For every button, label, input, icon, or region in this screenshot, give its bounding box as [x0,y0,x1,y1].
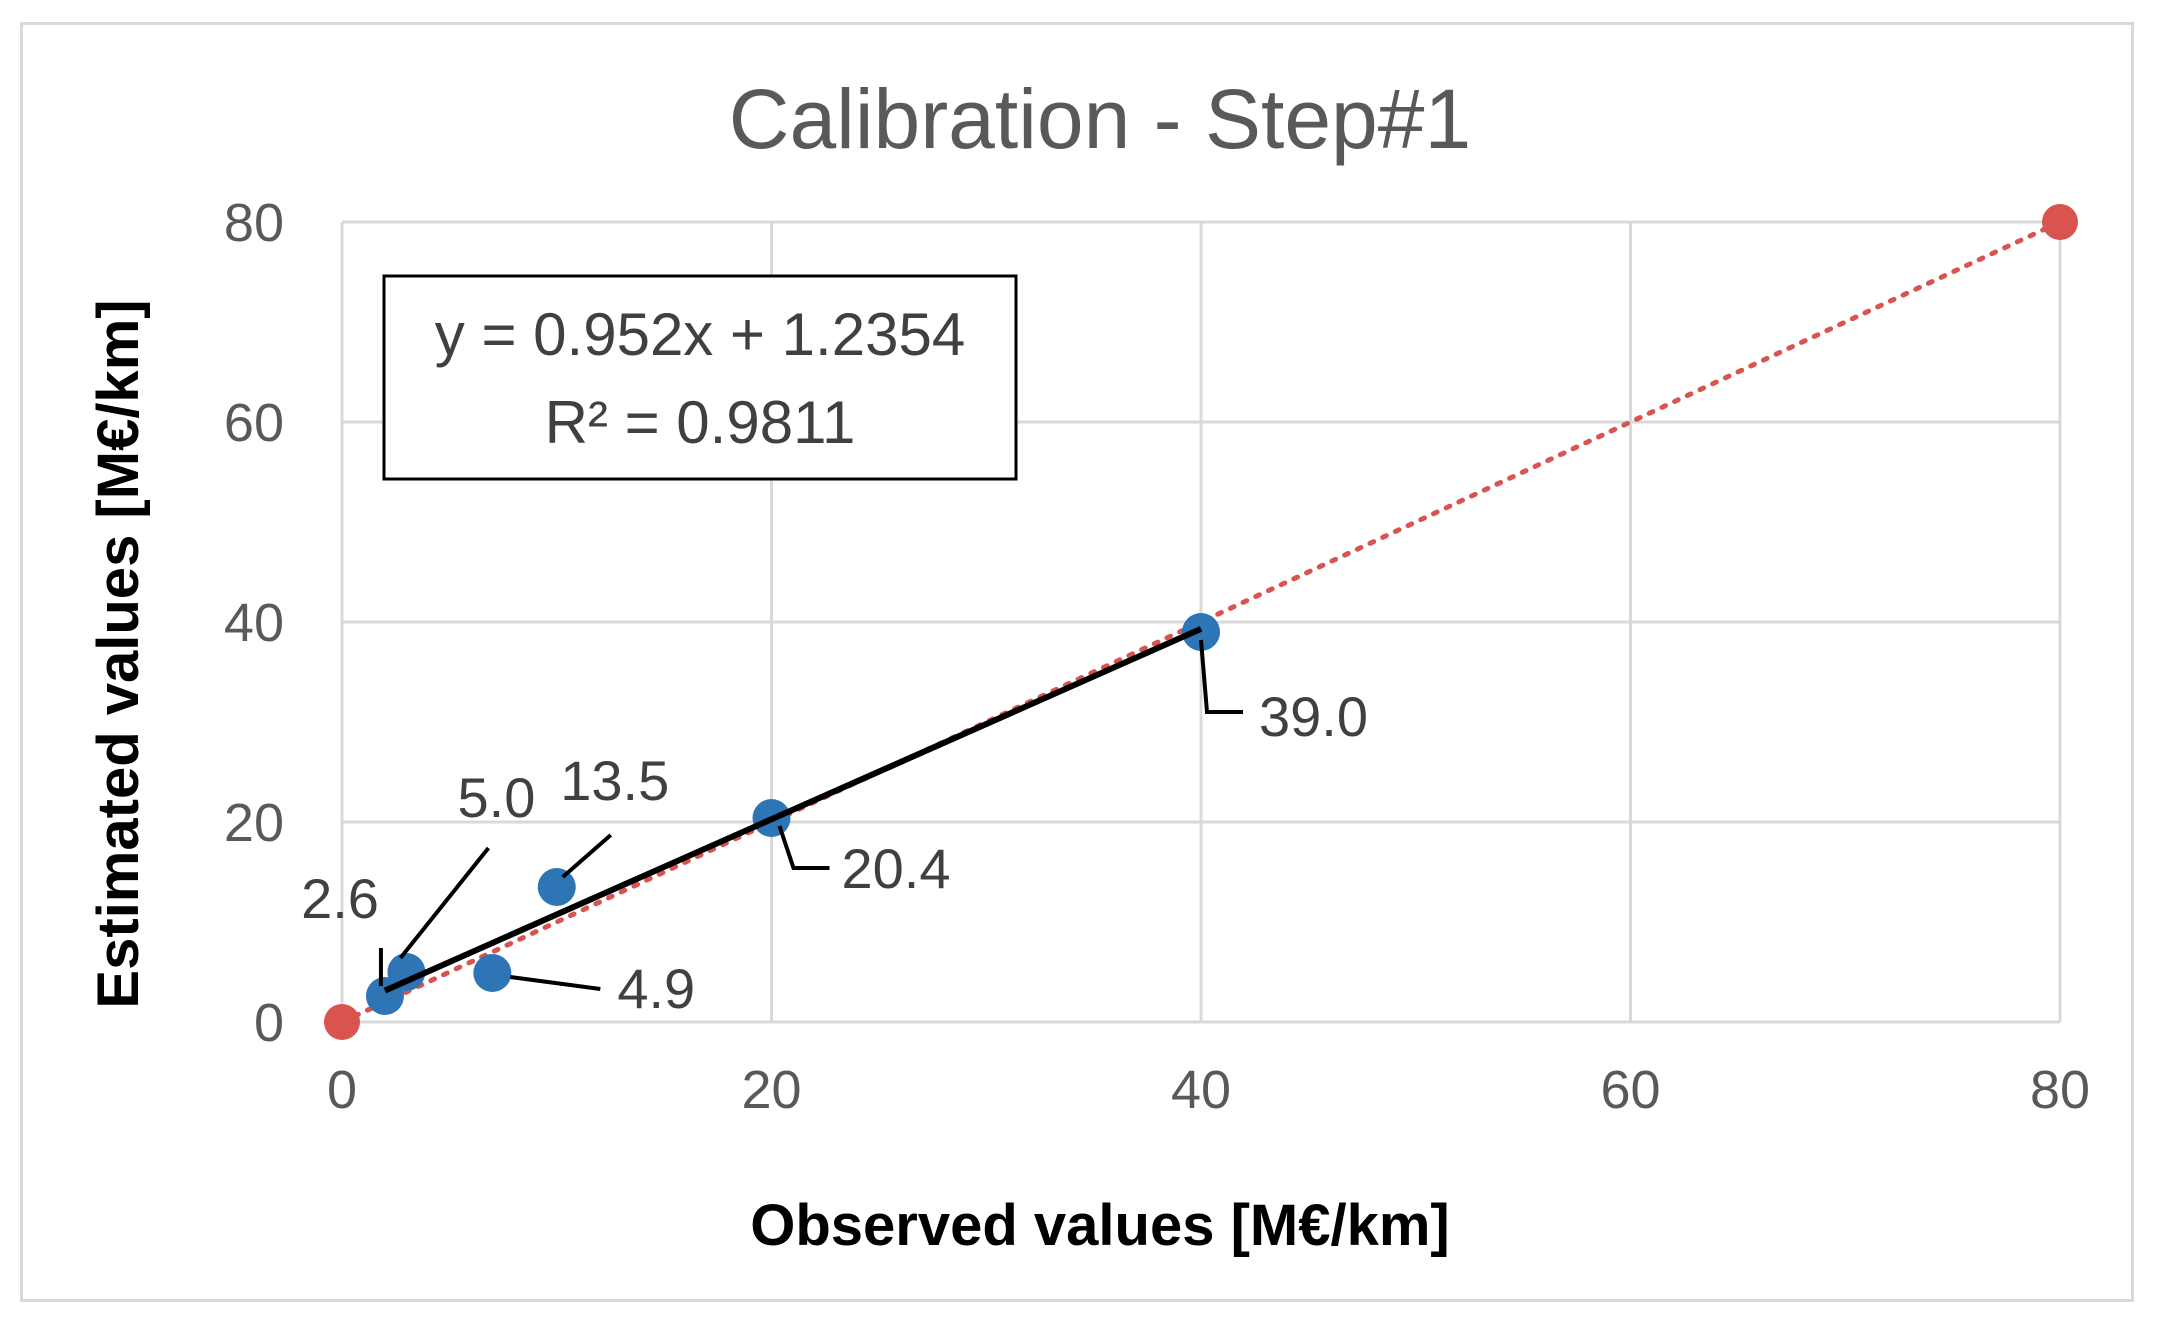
label-leader-line [398,846,490,960]
trendline-equation: y = 0.952x + 1.2354 [435,301,965,368]
data-labels: 2.6 5.0 4.9 13.5 20.4 39.0 [301,685,1368,1020]
chart-title: Calibration - Step#1 [729,72,1471,166]
x-tick-label: 40 [1171,1060,1231,1120]
y-tick-label: 60 [224,393,284,453]
data-point [473,954,512,992]
x-tick-label: 80 [2030,1060,2090,1120]
y-tick-label: 0 [254,993,284,1053]
data-point [537,868,576,906]
chart-frame [20,22,2134,1302]
trendline [383,626,1203,994]
data-label: 5.0 [457,766,535,829]
label-leader-lines [378,639,1243,991]
tick-labels: 0 20 40 60 80 0 20 40 60 80 [224,193,2090,1120]
label-leader-line [777,825,830,870]
data-label: 13.5 [560,749,669,812]
y-tick-label: 20 [224,793,284,853]
y-tick-label: 80 [224,193,284,253]
bisector-point-end [2042,204,2078,240]
label-leader-line [561,833,613,879]
data-point [387,953,426,991]
x-axis-title: Observed values [M€/km] [750,1193,1450,1258]
data-label: 20.4 [842,837,951,900]
y-axis-title: Estimated values [M€/km] [86,299,151,1008]
grid-lines [340,220,2062,1024]
bisector-point-start [324,1004,360,1040]
equation-box [382,274,1018,481]
label-leader-line [510,975,601,991]
data-label: 4.9 [617,957,695,1020]
x-tick-label: 20 [741,1060,801,1120]
x-tick-label: 0 [327,1060,357,1120]
data-label: 2.6 [301,867,379,930]
data-label: 39.0 [1259,685,1368,748]
x-tick-label: 60 [1600,1060,1660,1120]
label-leader-line [1199,639,1243,714]
r-squared-label: R² = 0.9811 [545,389,856,456]
y-tick-label: 40 [224,593,284,653]
